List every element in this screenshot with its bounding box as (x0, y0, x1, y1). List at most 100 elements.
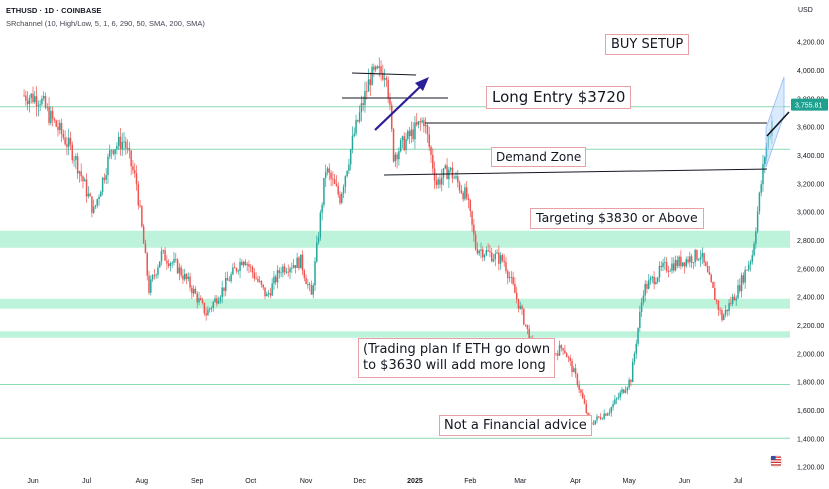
candle-body (562, 348, 564, 351)
candle-body (299, 254, 302, 269)
candle-body (487, 250, 489, 252)
candle-body (585, 403, 588, 413)
candle-body (501, 255, 504, 261)
candle-body (482, 249, 484, 258)
candle-body (353, 133, 356, 136)
x-tick-label: Feb (464, 478, 476, 485)
candle-body (160, 250, 163, 262)
candle-body (596, 416, 598, 421)
candle-body (672, 263, 675, 271)
candle-body (474, 234, 477, 250)
candle-body (628, 379, 630, 388)
candle-body (478, 250, 480, 254)
y-tick-label: 2,600.00 (797, 266, 824, 273)
candle-body (355, 120, 357, 134)
candle-body (91, 196, 93, 213)
candle-body (603, 413, 605, 419)
candle-body (467, 197, 470, 200)
candle-body (560, 345, 563, 349)
candle-body (708, 271, 711, 275)
candle-body (66, 144, 68, 147)
candle-body (39, 104, 41, 106)
candle-body (410, 129, 413, 137)
candle-body (55, 120, 57, 127)
candle-body (167, 263, 170, 267)
candle-body (528, 328, 530, 342)
candle-body (183, 273, 186, 280)
candle-body (598, 416, 600, 418)
candle-body (762, 163, 764, 185)
y-tick-label: 3,400.00 (797, 153, 824, 160)
y-tick-label: 2,800.00 (797, 238, 824, 245)
candle-body (687, 259, 689, 263)
candle-body (367, 79, 370, 92)
candle-body (462, 192, 464, 200)
candle-body (573, 368, 575, 373)
candle-body (519, 305, 522, 309)
candle-body (498, 252, 500, 264)
candle-body (114, 149, 116, 155)
candle-body (271, 283, 273, 296)
trading-plan-note: (Trading plan If ETH go down to $3630 wi… (358, 338, 556, 378)
candle-body (515, 292, 518, 299)
candle-body (28, 98, 31, 105)
candle-body (100, 191, 102, 197)
candle-body (574, 368, 577, 374)
candle-body (660, 265, 663, 268)
candle-body (624, 390, 627, 393)
candle-body (216, 298, 218, 304)
y-tick-label: 4,000.00 (797, 68, 824, 75)
candle-body (676, 260, 679, 267)
y-tick-label: 1,400.00 (797, 436, 824, 443)
candle-body (605, 413, 607, 416)
candle-body (123, 141, 125, 143)
zone-band-3 (0, 331, 790, 338)
candle-body (133, 170, 136, 174)
candle-body (191, 287, 193, 294)
candle-body (267, 293, 270, 294)
candle-body (248, 264, 250, 267)
candle-body (237, 270, 240, 272)
candle-body (524, 324, 527, 326)
candle-body (137, 184, 140, 206)
candle-body (656, 277, 659, 282)
candle-body (612, 404, 614, 408)
candle-body (235, 268, 238, 272)
us-flag-icon[interactable] (769, 454, 783, 468)
candle-body (428, 134, 430, 147)
candle-body (571, 360, 573, 373)
candle-body (399, 140, 402, 152)
candle-body (496, 252, 498, 254)
us-flag-stripe (771, 459, 781, 461)
candle-body (473, 224, 475, 235)
candle-body (108, 150, 111, 157)
x-tick-label: Dec (353, 478, 366, 485)
candle-body (253, 272, 256, 279)
candle-body (623, 389, 625, 393)
candle-body (369, 79, 372, 86)
candle-body (610, 407, 613, 413)
candle-body (273, 276, 275, 284)
candle-body (287, 271, 289, 273)
candle-body (639, 311, 641, 328)
arrow-shaft (374, 82, 425, 131)
candle-body (171, 262, 173, 264)
candle-body (348, 164, 350, 171)
candle-body (192, 288, 195, 294)
candle-body (23, 95, 25, 97)
candle-body (658, 265, 661, 278)
candle-body (680, 256, 682, 267)
candle-body (710, 274, 712, 282)
candle-body (146, 253, 148, 276)
candle-body (291, 267, 293, 269)
candle-body (301, 254, 304, 271)
candle-body (480, 249, 482, 251)
candle-body (94, 205, 97, 207)
candle-body (57, 126, 59, 131)
candle-body (260, 280, 263, 285)
candle-body (669, 270, 671, 272)
candle-body (283, 266, 286, 273)
candle-body (651, 276, 654, 279)
symbol-title: ETHUSD · 1D · COINBASE (6, 6, 102, 15)
